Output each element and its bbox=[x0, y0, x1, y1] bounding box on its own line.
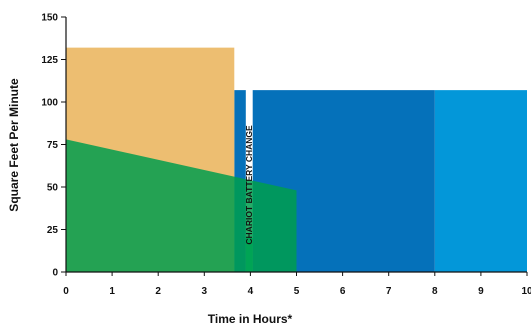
y-axis-title: Square Feet Per Minute bbox=[7, 78, 21, 212]
y-tick-label: 25 bbox=[47, 225, 59, 236]
y-tick-label: 0 bbox=[52, 268, 58, 279]
battery-change-annotation: CHARIOT BATTERY CHANGE bbox=[244, 125, 254, 245]
y-tick-label: 125 bbox=[41, 55, 58, 66]
chart-annotations: CHARIOT BATTERY CHANGE bbox=[244, 125, 254, 245]
region-1 bbox=[252, 90, 435, 272]
chart-regions bbox=[66, 47, 527, 272]
region-4 bbox=[66, 139, 297, 272]
region-0 bbox=[434, 90, 527, 272]
y-tick-label: 150 bbox=[41, 13, 58, 24]
x-tick-label: 8 bbox=[432, 286, 438, 297]
x-axis-title: Time in Hours* bbox=[208, 312, 293, 326]
x-tick-label: 7 bbox=[386, 286, 392, 297]
y-tick-label: 75 bbox=[47, 140, 59, 151]
x-tick-label: 5 bbox=[294, 286, 300, 297]
y-tick-label: 50 bbox=[47, 183, 59, 194]
x-tick-label: 2 bbox=[155, 286, 161, 297]
region-5 bbox=[245, 238, 253, 272]
x-tick-label: 3 bbox=[202, 286, 208, 297]
x-tick-label: 0 bbox=[63, 286, 69, 297]
x-tick-label: 1 bbox=[109, 286, 115, 297]
x-tick-label: 4 bbox=[248, 286, 254, 297]
y-tick-label: 100 bbox=[41, 98, 58, 109]
x-tick-label: 6 bbox=[340, 286, 346, 297]
x-tick-label: 10 bbox=[521, 286, 531, 297]
x-tick-label: 9 bbox=[478, 286, 484, 297]
